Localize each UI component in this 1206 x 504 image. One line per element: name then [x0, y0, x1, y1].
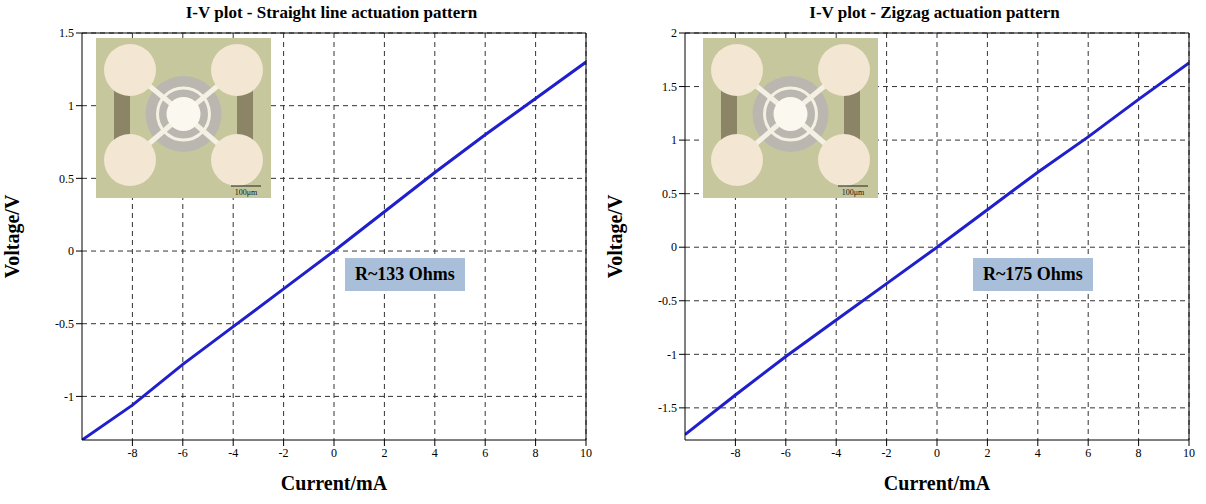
svg-text:-2: -2	[279, 446, 289, 460]
svg-text:10: 10	[1183, 446, 1195, 460]
svg-text:100μm: 100μm	[235, 188, 258, 197]
svg-text:Current/mA: Current/mA	[281, 472, 388, 494]
html-text:R~175 Ohms: R~175 Ohms	[983, 264, 1083, 284]
svg-text:-8: -8	[730, 446, 740, 460]
svg-text:1.5: 1.5	[59, 26, 74, 40]
svg-text:-0.5: -0.5	[658, 294, 677, 308]
svg-text:1: 1	[671, 133, 677, 147]
svg-text:-2: -2	[882, 446, 892, 460]
svg-text:10: 10	[580, 446, 592, 460]
svg-text:2: 2	[984, 446, 990, 460]
svg-text:8: 8	[1136, 446, 1142, 460]
html-text:R~133 Ohms: R~133 Ohms	[355, 264, 455, 284]
svg-text:4: 4	[1035, 446, 1041, 460]
svg-text:0.5: 0.5	[662, 187, 677, 201]
svg-text:Voltage/V: Voltage/V	[604, 194, 627, 278]
svg-text:-6: -6	[178, 446, 188, 460]
svg-text:-1: -1	[64, 390, 74, 404]
svg-text:100μm: 100μm	[842, 188, 865, 197]
svg-text:Voltage/V: Voltage/V	[1, 194, 24, 278]
svg-text:6: 6	[1085, 446, 1091, 460]
svg-text:6: 6	[482, 446, 488, 460]
svg-text:0: 0	[331, 446, 337, 460]
svg-text:1: 1	[68, 99, 74, 113]
svg-text:-8: -8	[127, 446, 137, 460]
svg-text:-1.5: -1.5	[658, 401, 677, 415]
svg-text:-4: -4	[228, 446, 238, 460]
svg-text:0: 0	[934, 446, 940, 460]
svg-text:8: 8	[533, 446, 539, 460]
svg-text:-1: -1	[667, 348, 677, 362]
html-text:I-V plot - Straight line actua: I-V plot - Straight line actuation patte…	[185, 3, 478, 22]
svg-text:-0.5: -0.5	[55, 317, 74, 331]
svg-text:2: 2	[381, 446, 387, 460]
svg-text:1.5: 1.5	[662, 80, 677, 94]
svg-text:0: 0	[68, 244, 74, 258]
svg-text:0: 0	[671, 240, 677, 254]
svg-text:0.5: 0.5	[59, 172, 74, 186]
svg-text:2: 2	[671, 26, 677, 40]
svg-text:-4: -4	[831, 446, 841, 460]
html-text:I-V plot - Zigzag actuation pa: I-V plot - Zigzag actuation pattern	[809, 3, 1060, 22]
svg-text:-6: -6	[781, 446, 791, 460]
svg-text:4: 4	[432, 446, 438, 460]
svg-text:Current/mA: Current/mA	[884, 472, 991, 494]
